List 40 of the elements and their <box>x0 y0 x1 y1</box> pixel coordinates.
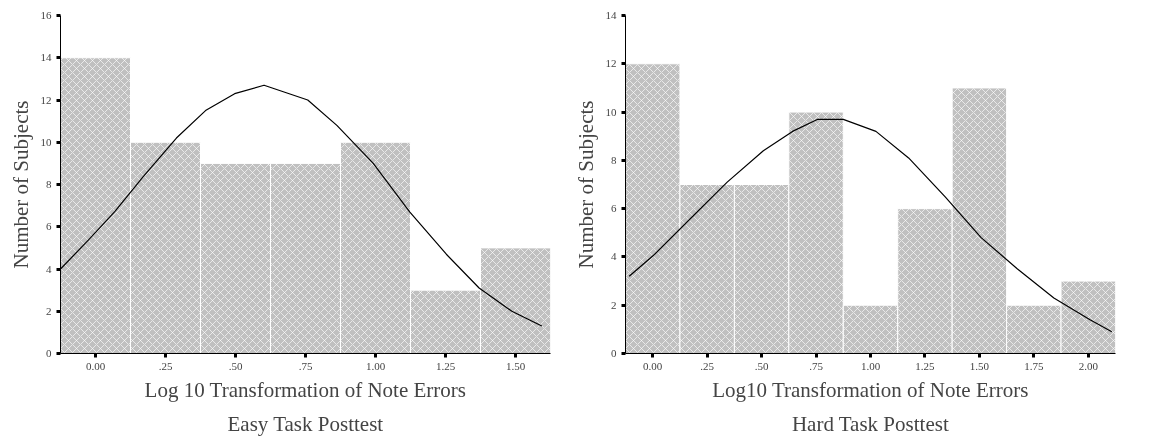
y-tick-label: 2 <box>611 298 617 311</box>
y-tick-label: 0 <box>46 347 52 359</box>
y-tick-label: 8 <box>46 178 52 190</box>
y-tick-label: 12 <box>605 57 617 70</box>
x-axis-title: Log 10 Transformation of Note Errors <box>144 377 467 402</box>
x-tick-label: .50 <box>754 359 769 372</box>
y-tick-label: 12 <box>40 93 52 106</box>
y-tick-label: 6 <box>611 202 617 215</box>
y-tick-label: 0 <box>611 347 617 359</box>
x-tick-label: .50 <box>228 359 243 372</box>
x-tick-label: 1.00 <box>860 359 881 372</box>
x-tick-label: 0.00 <box>643 359 663 372</box>
y-axis-title: Number of Subjects <box>8 100 33 269</box>
x-tick-label: 1.00 <box>365 359 386 372</box>
y-tick-label: 4 <box>611 250 617 263</box>
x-tick-label: 2.00 <box>1078 359 1099 372</box>
y-tick-label: 2 <box>46 304 52 317</box>
x-tick-label: .75 <box>298 359 313 372</box>
y-tick-label: 14 <box>605 9 617 21</box>
y-tick-label: 14 <box>40 51 52 64</box>
x-axis-title: Log10 Transformation of Note Errors <box>712 377 1029 402</box>
x-tick-label: 0.00 <box>85 359 106 372</box>
x-tick-label: 1.50 <box>505 359 526 372</box>
y-tick-label: 10 <box>40 135 52 148</box>
text: Easy Task Posttest <box>227 411 384 436</box>
y-tick-label: 6 <box>46 220 52 233</box>
x-tick-label: 1.75 <box>1024 359 1044 372</box>
x-tick-label: 1.25 <box>915 359 936 372</box>
x-tick-label: 1.25 <box>435 359 456 372</box>
y-tick-label: 10 <box>605 105 617 118</box>
y-tick-label: 4 <box>46 262 52 275</box>
x-tick-label: 1.50 <box>969 359 990 372</box>
text: Hard Task Posttest <box>791 411 949 436</box>
x-tick-label: .25 <box>700 359 715 372</box>
x-tick-label: .25 <box>158 359 173 372</box>
x-tick-label: .75 <box>809 359 824 372</box>
y-tick-label: 16 <box>40 9 52 21</box>
line-series <box>628 118 1113 333</box>
y-axis-title: Number of Subjects <box>573 100 598 269</box>
y-tick-label: 8 <box>611 153 617 166</box>
